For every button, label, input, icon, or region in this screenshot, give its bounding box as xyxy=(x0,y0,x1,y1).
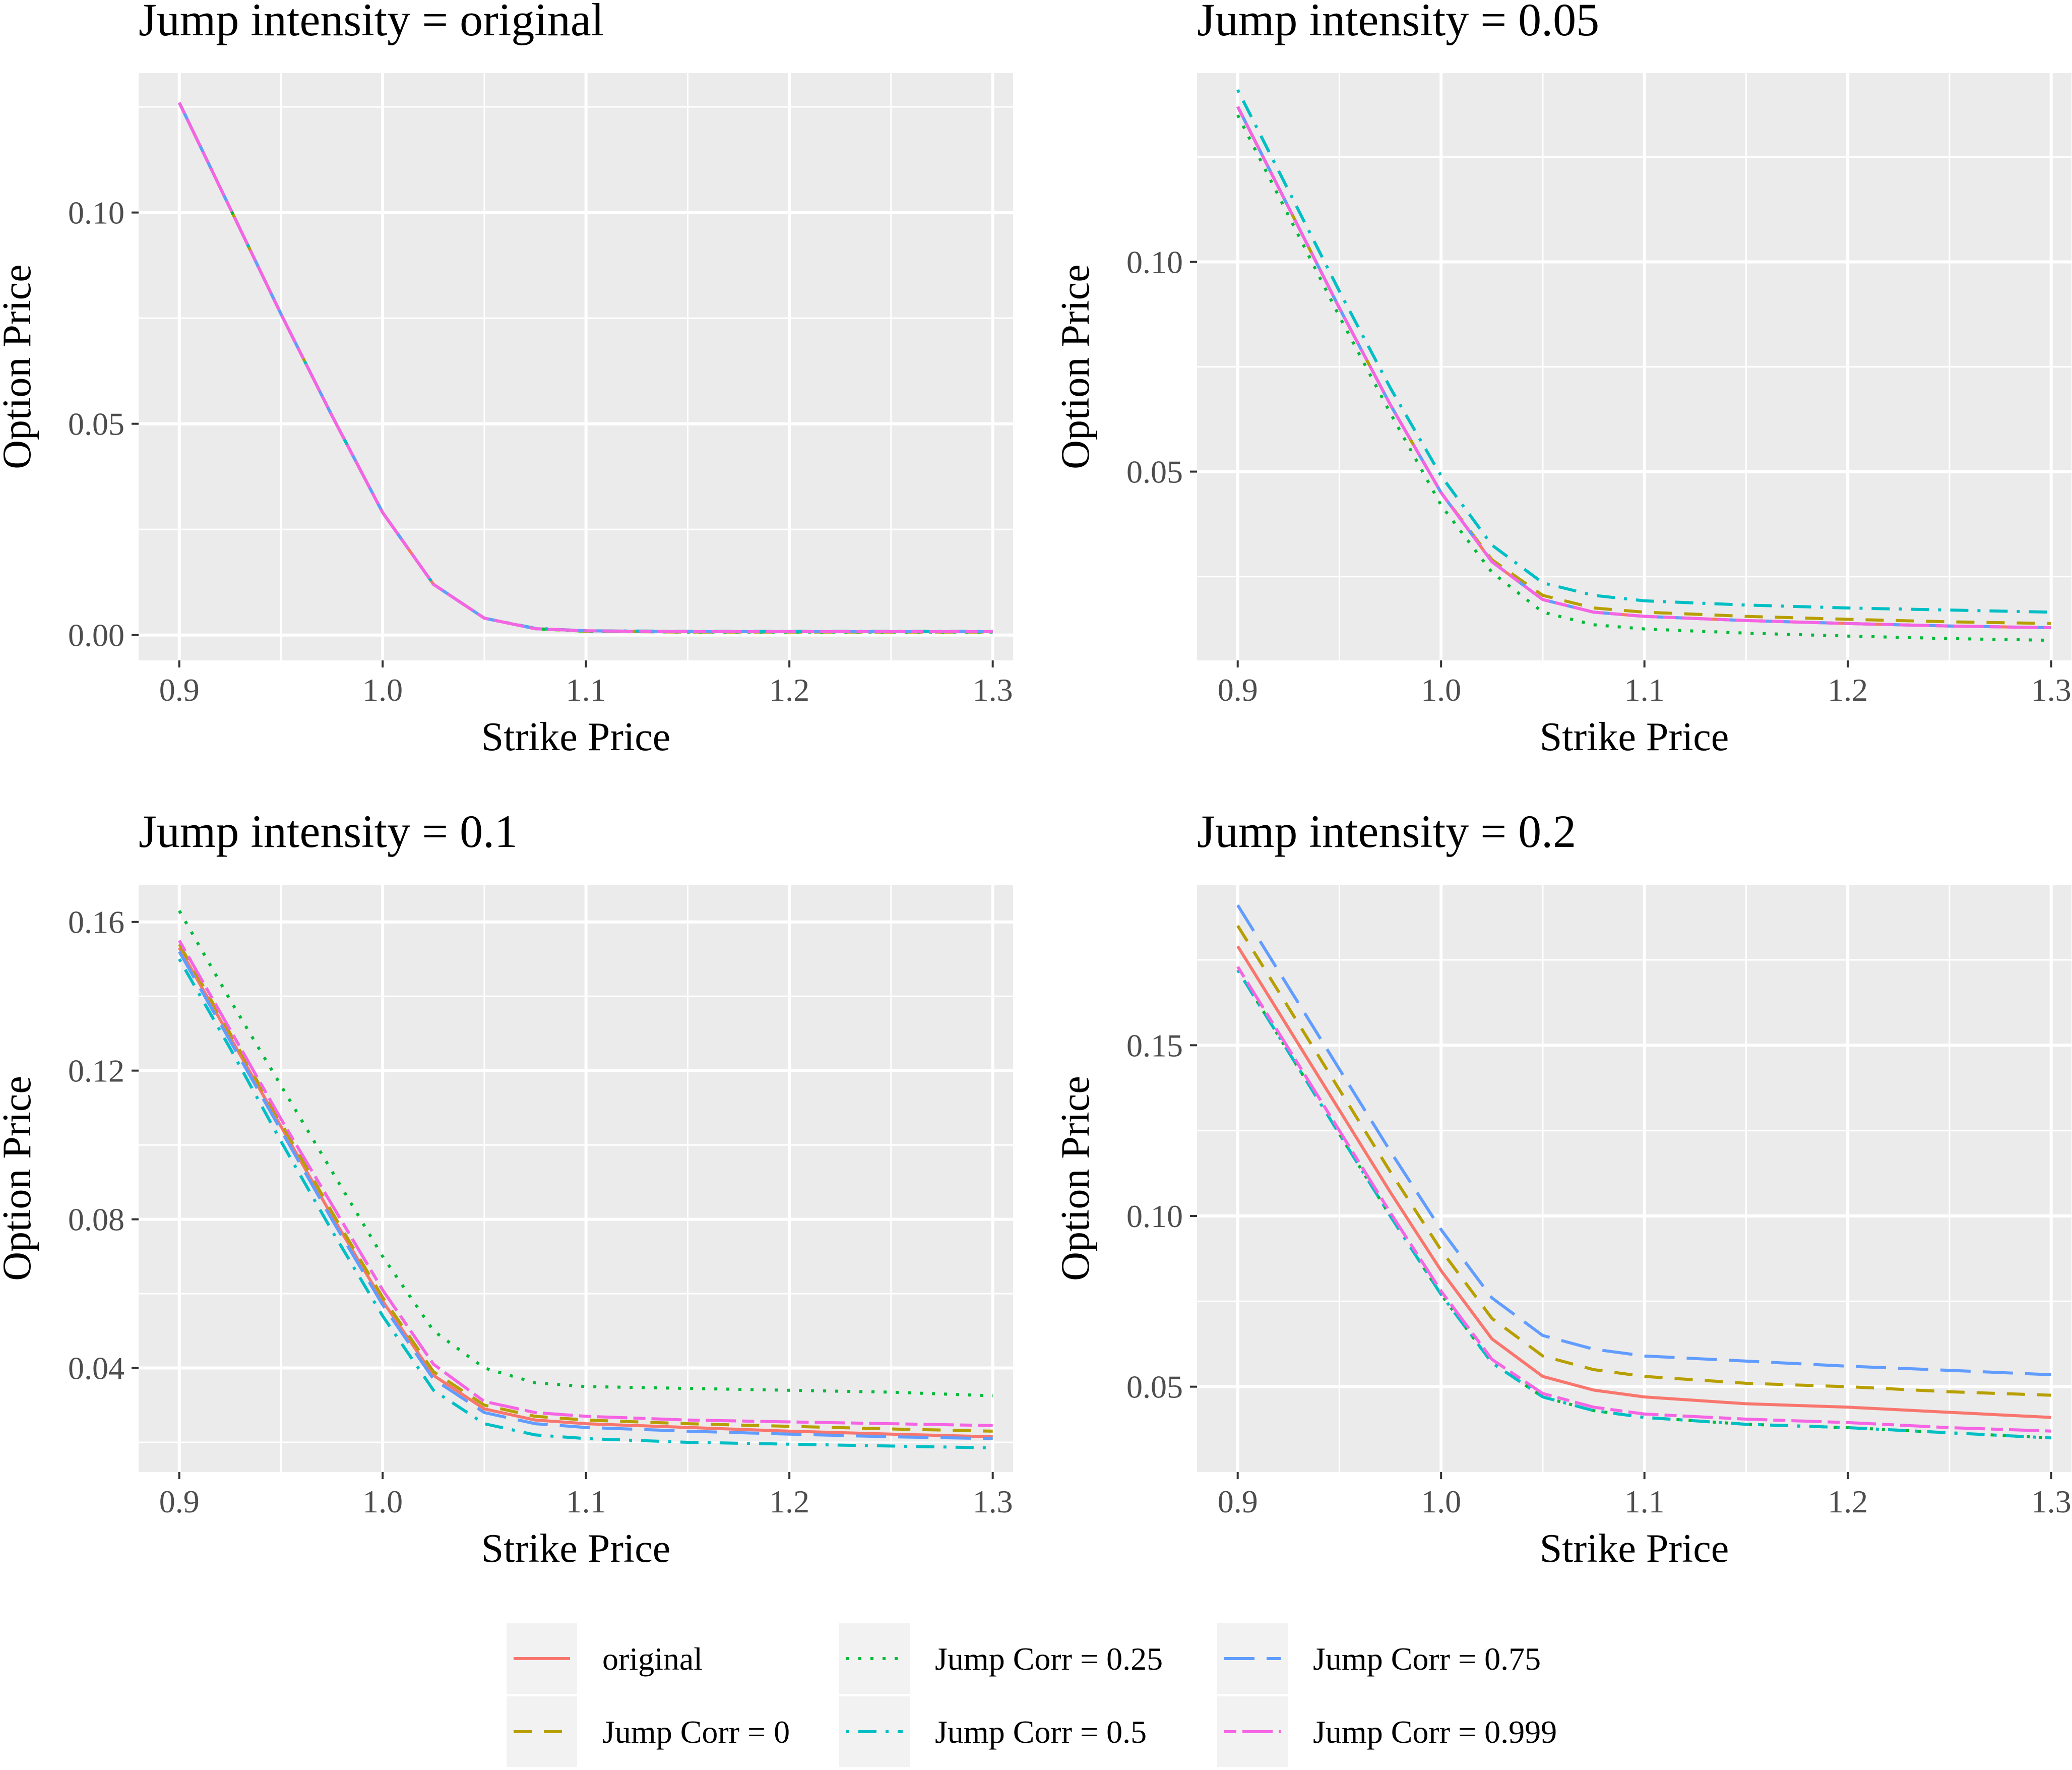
x-tick-label: 1.1 xyxy=(1624,672,1665,708)
series-line-jump-corr-0 xyxy=(178,943,993,1433)
panel-title: Jump intensity = 0.05 xyxy=(1197,0,1599,45)
series-line-original xyxy=(1236,945,2051,1419)
y-tick-label: 0.15 xyxy=(1126,1027,1183,1063)
x-tick-label: 1.3 xyxy=(2031,1484,2071,1519)
y-tick-label: 0.10 xyxy=(1126,244,1183,280)
x-axis-title: Strike Price xyxy=(481,715,670,759)
x-tick-label: 0.9 xyxy=(159,672,200,708)
y-axis-title: Option Price xyxy=(0,264,39,469)
series-line-original xyxy=(178,947,993,1438)
y-tick-label: 0.16 xyxy=(68,904,124,940)
x-tick-label: 0.9 xyxy=(1218,672,1258,708)
series-line-jump-corr-0 xyxy=(1236,925,2051,1397)
y-axis-title: Option Price xyxy=(1053,1076,1098,1281)
chart-panel-2: 0.9 1.0 1.1 1.2 1.3 0.05 0.10 Jump intensity = … xyxy=(1053,0,2071,759)
plot-background xyxy=(1197,885,2071,1472)
x-tick-label: 0.9 xyxy=(159,1484,200,1519)
series-line-jump-corr-0-5 xyxy=(1236,969,2051,1440)
series-line-jump-corr-0-75 xyxy=(1236,904,2051,1376)
x-tick-label: 1.3 xyxy=(2031,672,2071,708)
legend-item: original xyxy=(507,1623,703,1694)
plot-background xyxy=(139,73,1013,660)
x-tick-label: 1.1 xyxy=(566,672,606,708)
legend-item: Jump Corr = 0.25 xyxy=(839,1623,1163,1694)
x-tick-label: 1.2 xyxy=(1828,672,1868,708)
series-line-jump-corr-0-5 xyxy=(1236,89,2051,614)
x-tick-label: 1.1 xyxy=(1624,1484,1665,1519)
panel-title: Jump intensity = 0.2 xyxy=(1197,806,1576,857)
series-line-jump-corr-0-75 xyxy=(178,951,993,1440)
series-line-jump-corr-0-999 xyxy=(1236,106,2051,630)
legend-label: original xyxy=(602,1641,703,1677)
legend-label: Jump Corr = 0.25 xyxy=(935,1641,1163,1677)
legend-item: Jump Corr = 0 xyxy=(507,1696,790,1767)
panel-title: Jump intensity = 0.1 xyxy=(139,806,518,857)
y-tick-label: 0.05 xyxy=(1126,1369,1183,1405)
legend-item: Jump Corr = 0.5 xyxy=(839,1696,1147,1767)
x-tick-label: 1.2 xyxy=(769,1484,809,1519)
legend-label: Jump Corr = 0.75 xyxy=(1313,1641,1541,1677)
y-tick-label: 0.12 xyxy=(68,1053,124,1089)
legend-label: Jump Corr = 0 xyxy=(602,1714,790,1750)
x-tick-label: 1.0 xyxy=(362,672,403,708)
plot-background xyxy=(139,885,1013,1472)
x-tick-label: 1.0 xyxy=(1421,672,1461,708)
chart-panel-3: 0.9 1.0 1.1 1.2 1.3 0.04 0.08 0.12 0.16 Jump inte… xyxy=(0,806,1013,1571)
y-tick-label: 0.00 xyxy=(68,618,124,653)
y-axis-title: Option Price xyxy=(0,1076,39,1281)
x-tick-label: 0.9 xyxy=(1218,1484,1258,1519)
series-line-jump-corr-0-999 xyxy=(178,940,993,1427)
series-line-jump-corr-0-999 xyxy=(177,102,993,633)
chart-panel-4: 0.9 1.0 1.1 1.2 1.3 0.05 0.10 0.15 Jump intensit… xyxy=(1053,806,2071,1571)
legend: original Jump Corr = 0 Jump Corr = 0.25 Jum… xyxy=(499,1618,1557,1769)
series-line-jump-corr-0-999 xyxy=(1236,966,2051,1433)
x-tick-label: 1.0 xyxy=(362,1484,403,1519)
x-tick-label: 1.3 xyxy=(973,672,1013,708)
y-tick-label: 0.05 xyxy=(68,406,124,442)
x-tick-label: 1.2 xyxy=(1828,1484,1868,1519)
legend-item: Jump Corr = 0.75 xyxy=(1217,1623,1541,1694)
panels: 0.9 1.0 1.1 1.2 1.3 0.00 0.05 0.10 Jump intensit… xyxy=(0,0,2071,1571)
x-tick-label: 1.1 xyxy=(566,1484,606,1519)
series-line-jump-corr-0-25 xyxy=(1236,114,2051,642)
y-tick-label: 0.10 xyxy=(1126,1198,1183,1234)
x-axis-title: Strike Price xyxy=(1540,1527,1729,1571)
x-tick-label: 1.0 xyxy=(1421,1484,1461,1519)
series-line-jump-corr-0-25 xyxy=(178,910,993,1397)
y-tick-label: 0.04 xyxy=(68,1351,124,1386)
y-axis-title: Option Price xyxy=(1053,264,1098,469)
x-tick-label: 1.2 xyxy=(769,672,809,708)
panel-title: Jump intensity = original xyxy=(139,0,604,45)
chart-panel-1: 0.9 1.0 1.1 1.2 1.3 0.00 0.05 0.10 Jump intensit… xyxy=(0,0,1013,759)
legend-label: Jump Corr = 0.999 xyxy=(1313,1714,1557,1750)
y-tick-label: 0.05 xyxy=(1126,454,1183,490)
y-tick-label: 0.10 xyxy=(68,195,124,231)
y-tick-label: 0.08 xyxy=(68,1202,124,1238)
series-line-jump-corr-0-25 xyxy=(1236,969,2051,1440)
legend-label: Jump Corr = 0.5 xyxy=(935,1714,1147,1750)
legend-item: Jump Corr = 0.999 xyxy=(1217,1696,1557,1767)
legend-key-background xyxy=(839,1623,910,1694)
x-tick-label: 1.3 xyxy=(973,1484,1013,1519)
x-axis-title: Strike Price xyxy=(481,1527,670,1571)
x-axis-title: Strike Price xyxy=(1540,715,1729,759)
